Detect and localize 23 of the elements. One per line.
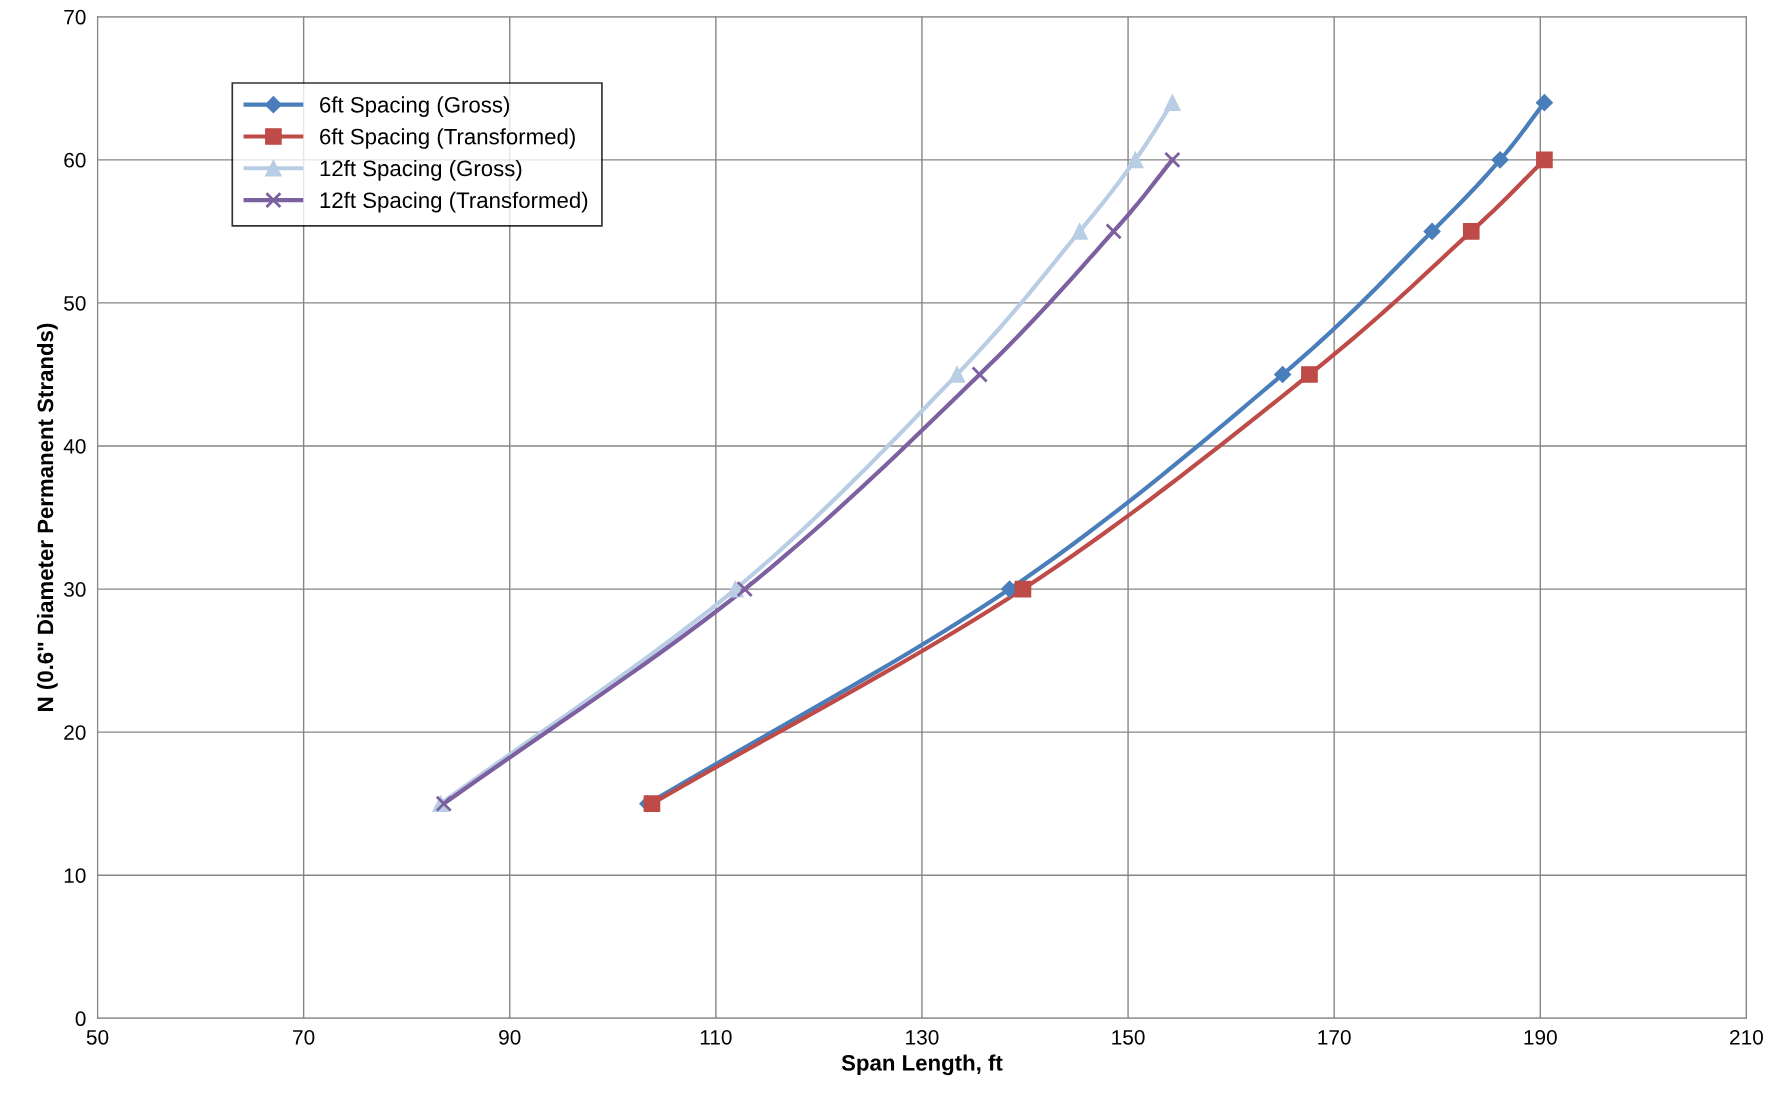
x-tick-label: 110 (700, 1029, 732, 1045)
y-axis-title: N (0.6" Diameter Permanent Strands) (36, 323, 58, 711)
y-tick-label: 0 (75, 1011, 86, 1027)
y-tick-label: 50 (64, 295, 86, 311)
y-tick-label: 20 (64, 725, 86, 740)
x-tick-label: 90 (499, 1029, 521, 1045)
x-tick-label: 70 (293, 1029, 315, 1045)
x-tick-label: 190 (1524, 1029, 1557, 1045)
legend-label: 12ft Spacing (Transformed) (320, 191, 588, 213)
x-tick-label: 150 (1112, 1029, 1145, 1045)
x-tick-label: 210 (1730, 1029, 1763, 1045)
y-tick-label: 70 (64, 9, 86, 25)
x-tick-label: 170 (1318, 1029, 1351, 1045)
x-axis-title: Span Length, ft (841, 1054, 1003, 1076)
x-tick-label: 130 (906, 1029, 939, 1045)
x-tick-label: 50 (86, 1029, 109, 1045)
legend-label: 6ft Spacing (Gross) (320, 96, 510, 118)
y-tick-label: 10 (64, 868, 86, 883)
y-tick-label: 40 (63, 439, 86, 454)
legend-label: 12ft Spacing (Gross) (320, 159, 522, 181)
y-tick-label: 30 (64, 582, 86, 597)
legend-label: 6ft Spacing (Transformed) (320, 128, 575, 149)
y-tick-label: 60 (64, 152, 86, 168)
